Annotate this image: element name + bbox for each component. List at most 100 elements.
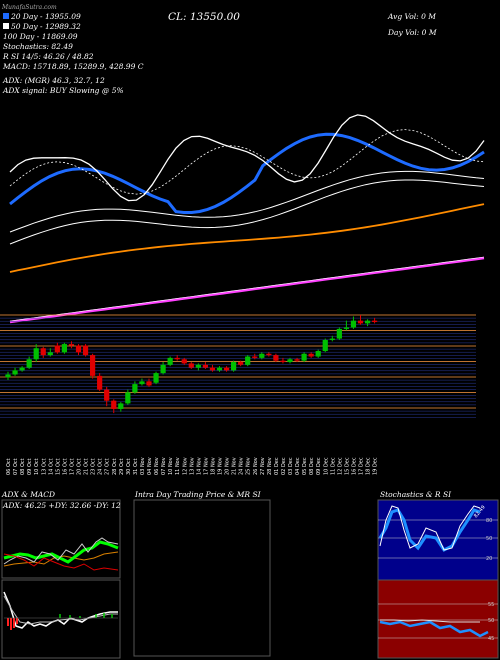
candle-body <box>372 320 378 323</box>
date-tick-label: 20 Nov <box>225 457 231 475</box>
rsi-panel-frame <box>377 579 499 659</box>
candle-body <box>343 327 349 329</box>
main-chart: 06 Oct 07 Oct 08 Oct 09 Oct 10 Oct 13 Oct 14 O… <box>0 114 485 475</box>
stoch-blue-line <box>378 508 481 552</box>
close-price: CL: 13550.00 <box>168 11 240 23</box>
date-tick-label: 30 Oct <box>126 458 132 475</box>
date-tick-label: 23 Oct <box>91 458 97 475</box>
date-tick-label: 10 Nov <box>168 457 174 475</box>
candle-body <box>12 370 18 375</box>
candle-body <box>315 351 321 357</box>
candle-body <box>125 392 131 404</box>
date-axis: 06 Oct 07 Oct 08 Oct 09 Oct 10 Oct 13 Oct 14 O… <box>6 457 379 475</box>
candle-body <box>266 353 272 356</box>
date-tick-label: 13 Oct <box>41 458 47 475</box>
date-tick-label: 17 Dec <box>359 457 365 475</box>
date-tick-label: 28 Nov <box>267 457 273 475</box>
adx-red-line <box>3 553 119 571</box>
adx-white-line <box>3 537 119 565</box>
ema50-band-upper <box>9 170 485 233</box>
stoch-axis-80: 80 <box>486 518 492 524</box>
date-tick-label: 19 Nov <box>218 457 224 475</box>
date-tick-label: 10 Oct <box>34 458 40 475</box>
date-tick-label: 11 Nov <box>175 457 181 475</box>
date-tick-label: 09 Dec <box>316 457 322 475</box>
macd-red-bars <box>7 618 18 630</box>
date-tick-label: 13 Nov <box>189 457 195 475</box>
price-dotted-line <box>9 129 485 195</box>
date-tick-label: 24 Nov <box>239 457 245 475</box>
adx-values: ADX: 46.25 +DY: 32.66 -DY: 12 <box>3 501 121 510</box>
legend-ema50-swatch <box>3 23 9 29</box>
legend-macd: MACD: 15718.89, 15289.9, 428.99 C <box>3 62 144 71</box>
candle-body <box>33 348 39 360</box>
candle-body <box>160 364 166 374</box>
date-tick-label: 06 Oct <box>6 458 12 475</box>
candle-body <box>104 389 110 401</box>
candle-body <box>364 320 371 324</box>
date-tick-label: 19 Dec <box>373 457 379 475</box>
ema200-line <box>9 256 485 324</box>
stoch-white-line <box>379 505 481 551</box>
candle-body <box>146 381 152 386</box>
panel-intraday-title: Intra Day Trading Price & MR SI <box>135 490 261 499</box>
panel-adx-title: ADX & MACD <box>2 490 56 499</box>
candle-body <box>238 362 244 365</box>
date-tick-label: 16 Dec <box>351 457 357 475</box>
candle-body <box>139 381 145 385</box>
candle-body <box>195 364 201 368</box>
candle-body <box>231 362 237 371</box>
candle-body <box>153 373 159 383</box>
stoch-axis-20: 20 <box>486 556 492 562</box>
date-tick-label: 17 Oct <box>69 458 75 475</box>
date-tick-label: 21 Oct <box>84 458 90 475</box>
date-tick-label: 05 Dec <box>302 457 308 475</box>
candle-body <box>111 400 117 409</box>
candle-body <box>216 367 223 371</box>
bottom-panels: 80 50 20 82.49 55 50 45 <box>1 499 499 659</box>
date-tick-label: 27 Oct <box>105 458 111 475</box>
date-tick-label: 04 Nov <box>147 457 153 475</box>
ema-layer <box>9 114 485 324</box>
date-tick-label: 02 Dec <box>281 457 287 475</box>
legend-ema20-text: 20 Day - 13955.09 <box>11 12 81 21</box>
date-tick-label: 11 Dec <box>330 457 336 475</box>
date-tick-label: 07 Oct <box>13 458 19 475</box>
ema50-band-lower <box>9 179 485 245</box>
candlestick-series <box>5 315 378 414</box>
legend-ema20: 20 Day - 13955.09 <box>3 12 143 22</box>
date-tick-label: 29 Oct <box>119 458 125 475</box>
candle-body <box>280 360 286 363</box>
date-tick-label: 17 Nov <box>203 457 209 475</box>
date-tick-label: 16 Oct <box>62 458 68 475</box>
candle-body <box>132 384 138 393</box>
rsi-blue-line <box>379 620 489 638</box>
candle-body <box>252 356 258 358</box>
header-strip: MunafaSutra.com <box>2 3 57 11</box>
date-tick-label: 08 Oct <box>20 458 26 475</box>
candle-body <box>167 357 173 365</box>
candle-body <box>26 359 32 368</box>
date-tick-label: 20 Oct <box>77 458 83 475</box>
candle-body <box>61 344 67 353</box>
legend-ema100: 100 Day - 11869.09 <box>3 32 78 41</box>
candle-body <box>322 339 328 351</box>
legend-stochastics: Stochastics: 82.49 <box>3 42 73 51</box>
legend-ema50-text: 50 Day - 12989.32 <box>11 22 81 31</box>
date-tick-label: 31 Oct <box>133 458 139 475</box>
date-tick-label: 06 Nov <box>154 457 160 475</box>
legend-adx: ADX: (MGR) 46.3, 32.7, 12 <box>3 76 105 85</box>
date-tick-label: 18 Dec <box>366 457 372 475</box>
candle-body <box>287 359 293 363</box>
legend-ema20-swatch <box>3 13 9 19</box>
date-tick-label: 15 Oct <box>55 458 61 475</box>
candle-body <box>209 367 216 371</box>
price-close-line <box>9 114 485 202</box>
candle-body <box>118 403 124 409</box>
date-tick-label: 10 Dec <box>323 457 329 475</box>
date-tick-label: 12 Nov <box>182 457 188 475</box>
date-tick-label: 07 Nov <box>161 457 167 475</box>
ema20-line <box>9 132 485 214</box>
stoch-panel: 80 50 20 82.49 55 50 45 <box>377 499 499 659</box>
adx-panel <box>1 499 121 659</box>
